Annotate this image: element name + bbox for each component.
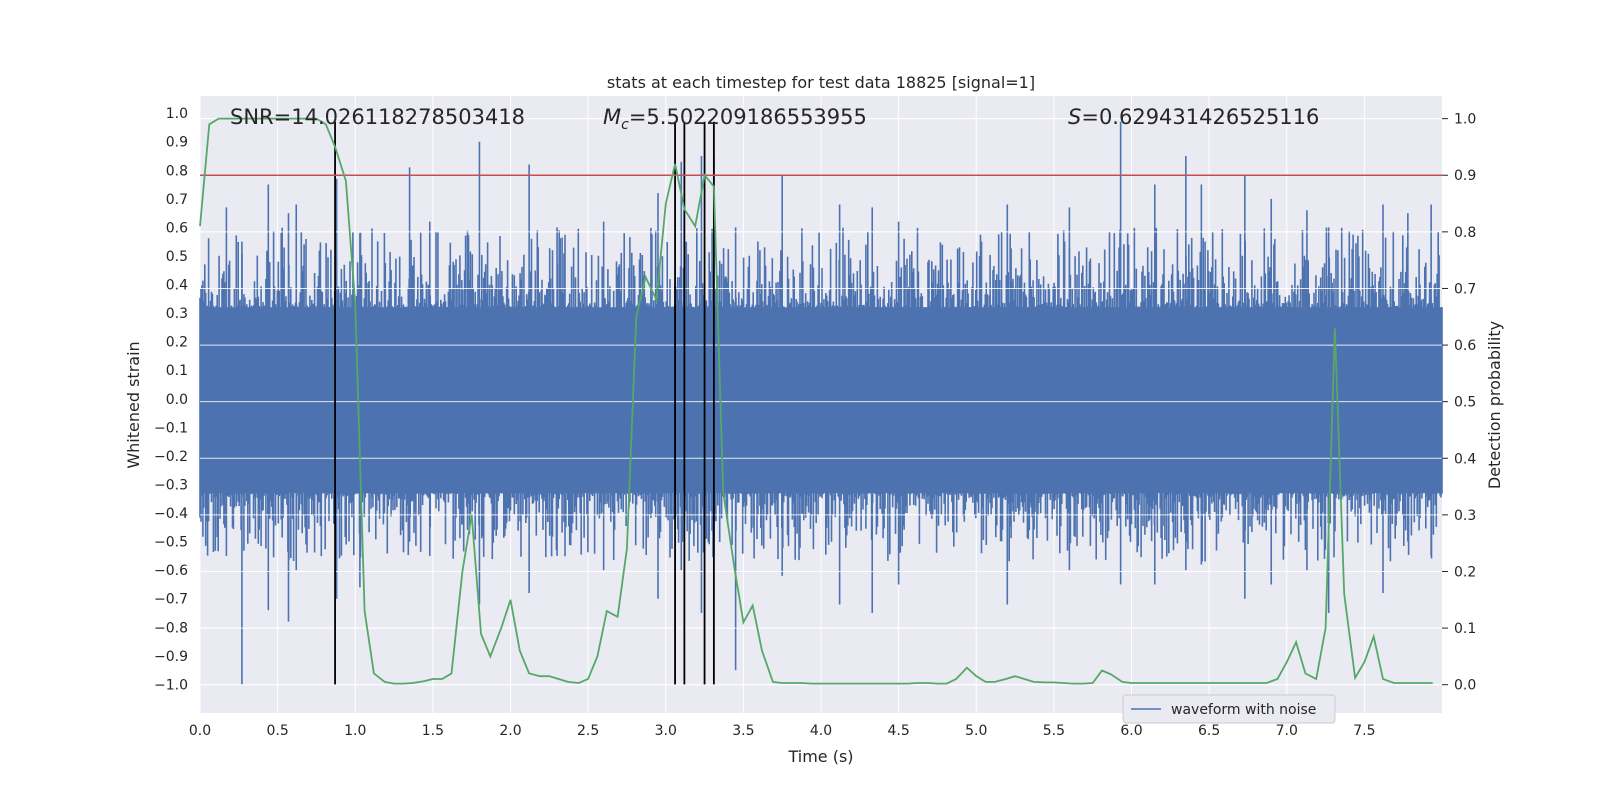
y-tick-label-left: −0.8 bbox=[154, 620, 188, 636]
y-tick-label-left: −1.0 bbox=[154, 677, 188, 693]
y-tick-label-right: 0.0 bbox=[1454, 678, 1476, 694]
y-tick-label-right: 1.0 bbox=[1454, 112, 1476, 128]
probability-series bbox=[199, 117, 1433, 685]
chirp-mass-symbol: M bbox=[603, 105, 621, 129]
x-tick-label: 7.0 bbox=[1276, 723, 1298, 739]
y-tick-label-left: 0.5 bbox=[166, 249, 188, 265]
y-tick-label-left: −0.3 bbox=[154, 477, 188, 493]
y-tick-label-left: 0.2 bbox=[166, 335, 188, 351]
s-value: =0.629431426525116 bbox=[1081, 105, 1319, 129]
probability-line bbox=[199, 117, 1433, 685]
x-tick-label: 4.5 bbox=[887, 723, 909, 739]
y-tick-label-right: 0.2 bbox=[1454, 564, 1476, 580]
x-tick-label: 0.5 bbox=[266, 723, 288, 739]
y-tick-label-left: 0.8 bbox=[166, 163, 188, 179]
signal-markers bbox=[334, 121, 715, 685]
x-tick-label: 3.5 bbox=[732, 723, 754, 739]
y-tick-label-left: 0.3 bbox=[166, 306, 188, 322]
s-annotation: S=0.629431426525116 bbox=[1068, 105, 1319, 129]
y-tick-label-left: 0.7 bbox=[166, 192, 188, 208]
x-tick-label: 3.0 bbox=[655, 723, 677, 739]
x-tick-label: 2.5 bbox=[577, 723, 599, 739]
y-axis-label-right: Detection probability bbox=[1485, 321, 1504, 489]
y-tick-label-left: 0.0 bbox=[166, 392, 188, 408]
y-axis-label-left: Whitened strain bbox=[124, 341, 143, 468]
chart-title: stats at each timestep for test data 188… bbox=[607, 73, 1035, 92]
x-tick-label: 4.0 bbox=[810, 723, 832, 739]
legend-label: waveform with noise bbox=[1171, 702, 1316, 718]
y-tick-label-left: −0.2 bbox=[154, 449, 188, 465]
y-ticks-left: 1.0 0.9 0.8 0.7 0.6 0.5 0.4 0.3 0.2 0.1 0.0 −0.1 −0.… bbox=[154, 106, 188, 693]
waveform-band bbox=[200, 307, 1442, 494]
y-tick-label-right: 0.6 bbox=[1454, 338, 1476, 354]
x-tick-label: 5.5 bbox=[1043, 723, 1065, 739]
y-tick-label-right: 0.5 bbox=[1454, 395, 1476, 411]
x-tick-label: 6.0 bbox=[1120, 723, 1142, 739]
legend-box bbox=[1122, 694, 1336, 724]
x-tick-label: 5.0 bbox=[965, 723, 987, 739]
y-tick-label-left: −0.7 bbox=[154, 592, 188, 608]
chirp-mass-value: =5.502209186553955 bbox=[629, 105, 867, 129]
y-tick-label-left: 1.0 bbox=[166, 106, 188, 122]
y-tick-label-right: 0.4 bbox=[1454, 451, 1476, 467]
s-symbol: S bbox=[1068, 105, 1081, 129]
y-tick-label-left: −0.6 bbox=[154, 563, 188, 579]
x-ticks: 0.0 0.5 1.0 1.5 2.0 2.5 3.0 3.5 4.0 4.5 5.0 5.5 6.0 6… bbox=[189, 723, 1376, 739]
x-tick-label: 2.0 bbox=[499, 723, 521, 739]
y-tick-label-right: 0.1 bbox=[1454, 621, 1476, 637]
snr-annotation: SNR=14.026118278503418 bbox=[230, 105, 525, 129]
x-tick-label: 7.5 bbox=[1353, 723, 1375, 739]
legend: waveform with noise bbox=[1122, 694, 1336, 724]
y-tick-label-left: −0.9 bbox=[154, 649, 188, 665]
y-tick-label-left: −0.1 bbox=[154, 420, 188, 436]
chirp-mass-subscript: c bbox=[621, 117, 629, 133]
y-tick-label-left: 0.6 bbox=[166, 220, 188, 236]
y-tick-label-left: −0.5 bbox=[154, 535, 188, 551]
x-tick-label: 6.5 bbox=[1198, 723, 1220, 739]
y-tick-label-right: 0.8 bbox=[1454, 225, 1476, 241]
x-tick-label: 1.0 bbox=[344, 723, 366, 739]
y-tick-label-left: 0.9 bbox=[166, 135, 188, 151]
y-tick-label-right: 0.7 bbox=[1454, 281, 1476, 297]
x-axis-label: Time (s) bbox=[787, 747, 853, 766]
x-tick-label: 1.5 bbox=[422, 723, 444, 739]
y-tick-label-left: −0.4 bbox=[154, 506, 188, 522]
waveform-series bbox=[199, 118, 1443, 686]
y-ticks-right: 1.0 0.9 0.8 0.7 0.6 0.5 0.4 0.3 0.2 0.1 0.0 bbox=[1442, 112, 1476, 694]
x-tick-label: 0.0 bbox=[189, 723, 211, 739]
y-tick-label-right: 0.9 bbox=[1454, 168, 1476, 184]
y-tick-label-right: 0.3 bbox=[1454, 508, 1476, 524]
y-tick-label-left: 0.1 bbox=[166, 363, 188, 379]
y-tick-label-left: 0.4 bbox=[166, 278, 188, 294]
chirp-mass-annotation: Mc=5.502209186553955 bbox=[603, 105, 867, 133]
